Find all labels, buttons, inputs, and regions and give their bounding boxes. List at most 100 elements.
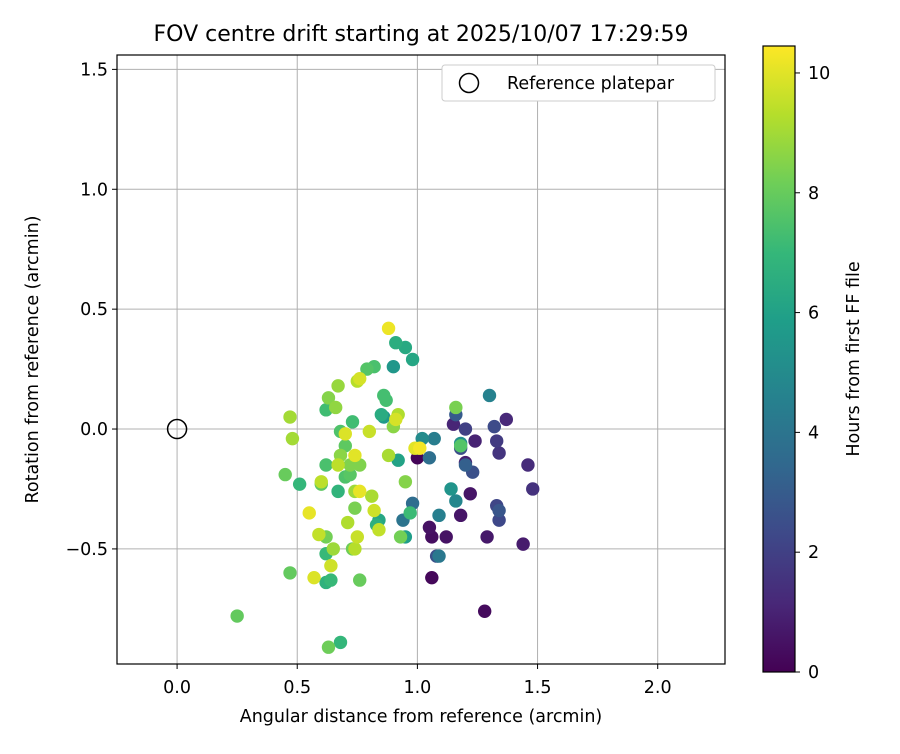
colorbar-tick-label: 2: [808, 543, 819, 563]
data-point: [458, 458, 473, 472]
y-tick-label: 0.5: [80, 300, 108, 320]
data-point: [432, 549, 446, 563]
data-point: [321, 640, 336, 654]
colorbar-ticks: 0 2 4 6 8 10: [795, 64, 830, 683]
data-point: [422, 520, 437, 535]
data-point: [468, 434, 482, 448]
data-point: [328, 400, 343, 415]
data-point: [333, 635, 348, 650]
data-point: [439, 530, 453, 544]
data-point: [365, 489, 379, 503]
data-point: [302, 506, 316, 520]
data-point: [362, 424, 377, 439]
data-point: [389, 336, 403, 350]
data-point: [324, 573, 338, 587]
y-tick-label: 0.0: [80, 420, 108, 440]
data-point: [348, 501, 362, 515]
data-point: [405, 352, 420, 367]
data-point: [458, 422, 473, 436]
data-point: [377, 388, 391, 403]
data-point: [353, 484, 367, 499]
y-tick-label: −0.5: [66, 540, 109, 560]
data-point: [331, 484, 345, 499]
data-point: [353, 371, 367, 386]
data-point: [283, 566, 297, 580]
data-point: [331, 379, 345, 393]
data-point: [360, 362, 374, 376]
axis-ticks: 0.0 0.5 1.0 1.5 2.0 −0.5 0.0 0.5 1.0 1.5: [66, 60, 672, 698]
data-point: [353, 573, 367, 587]
data-point: [341, 515, 355, 530]
x-axis-label: Angular distance from reference (arcmin): [240, 707, 603, 727]
data-point: [348, 542, 362, 556]
data-point: [432, 508, 446, 523]
data-point: [283, 410, 297, 424]
legend-entry-reference: Reference platepar: [507, 74, 675, 94]
y-tick-label: 1.0: [80, 180, 108, 200]
colorbar-tick-label: 6: [808, 304, 819, 324]
legend: Reference platepar: [441, 64, 716, 102]
data-point: [492, 513, 506, 527]
data-point: [489, 434, 504, 448]
data-point: [230, 609, 244, 623]
data-point: [381, 321, 396, 336]
data-point: [321, 391, 336, 405]
data-point: [343, 467, 357, 482]
data-point: [463, 487, 477, 501]
data-point: [338, 427, 353, 441]
data-point: [393, 530, 408, 544]
data-point: [348, 448, 362, 463]
colorbar-gradient: [762, 45, 796, 673]
data-point: [307, 570, 321, 585]
reference-platepar-marker: [166, 418, 188, 440]
colorbar-tick-label: 4: [808, 423, 819, 443]
colorbar-label: Hours from first FF file: [844, 261, 864, 456]
data-point: [326, 542, 340, 556]
data-point: [477, 604, 492, 618]
data-point: [482, 388, 497, 403]
data-point: [516, 537, 530, 551]
data-point: [492, 446, 506, 460]
data-point: [372, 523, 386, 537]
data-point: [480, 530, 494, 544]
data-point: [453, 439, 468, 453]
data-point: [292, 477, 307, 491]
data-point: [386, 359, 401, 374]
data-point: [425, 570, 439, 585]
data-point: [453, 508, 468, 523]
data-point: [314, 475, 328, 489]
data-point: [403, 506, 417, 520]
data-point: [521, 458, 535, 472]
data-point: [331, 458, 345, 472]
data-point: [422, 451, 437, 465]
data-point: [398, 475, 413, 489]
legend-reference-marker: [458, 72, 480, 94]
data-point: [492, 503, 506, 518]
data-point: [389, 412, 403, 427]
grid-lines: [117, 55, 725, 664]
colorbar-tick-label: 0: [808, 663, 819, 683]
data-point: [319, 458, 333, 472]
data-points: [230, 321, 540, 654]
data-point: [449, 494, 463, 508]
data-point: [413, 441, 427, 455]
data-point: [444, 482, 458, 496]
data-point: [374, 407, 389, 422]
data-point: [345, 415, 360, 429]
reference-marker-group: [166, 418, 188, 440]
data-point: [427, 431, 441, 446]
colorbar-tick-label: 10: [808, 64, 830, 84]
data-point: [278, 467, 292, 482]
y-tick-label: 1.5: [80, 60, 108, 80]
x-tick-label: 2.0: [644, 678, 672, 698]
legend-box: [441, 64, 716, 102]
data-point: [367, 503, 381, 518]
data-point: [526, 482, 540, 496]
data-point: [499, 412, 514, 427]
data-point: [285, 431, 300, 446]
data-point: [324, 558, 338, 573]
data-point: [381, 448, 396, 463]
data-point: [449, 400, 463, 415]
